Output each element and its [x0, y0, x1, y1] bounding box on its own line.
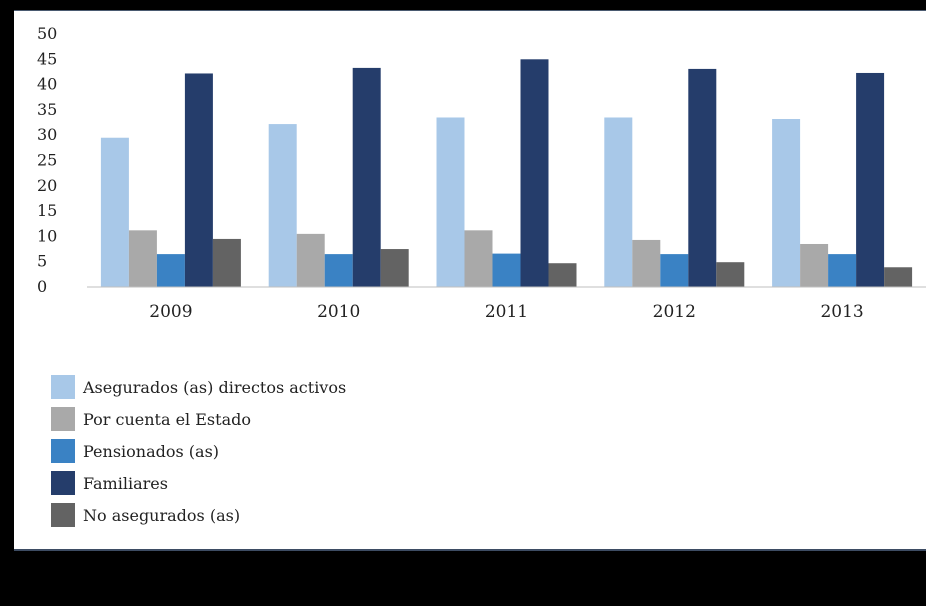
- legend-item: No asegurados (as): [51, 499, 346, 531]
- y-tick-label: 10: [37, 226, 57, 245]
- y-tick-label: 50: [37, 24, 57, 43]
- bar: [828, 254, 857, 287]
- legend-label: Por cuenta el Estado: [83, 409, 251, 429]
- y-tick-label: 35: [37, 100, 57, 119]
- bar: [156, 254, 185, 287]
- y-axis: 0 5 10 15 20 25 30 35 40 45 50: [37, 24, 57, 296]
- bar: [296, 233, 325, 287]
- legend-label: Asegurados (as) directos activos: [83, 377, 347, 397]
- bar: [772, 119, 801, 288]
- bar: [520, 59, 549, 287]
- legend: Asegurados (as) directos activos Por cuen…: [51, 371, 346, 531]
- bar: [604, 117, 633, 288]
- bar: [380, 249, 409, 287]
- bar: [884, 267, 913, 287]
- y-tick-label: 0: [37, 277, 47, 296]
- x-tick-label: 2010: [317, 302, 360, 322]
- bar: [856, 72, 885, 287]
- bar-chart: 0 5 10 15 20 25 30 35 40 45 50 2009 2010 2011 2012 201…: [37, 24, 926, 322]
- y-tick-label: 20: [37, 176, 57, 195]
- y-tick-label: 45: [37, 49, 57, 68]
- y-tick-label: 25: [37, 151, 57, 170]
- bar: [436, 117, 465, 288]
- legend-item: Por cuenta el Estado: [51, 403, 346, 435]
- bar: [800, 243, 829, 287]
- bar: [632, 239, 661, 287]
- bar: [660, 254, 689, 287]
- legend-swatch: [51, 407, 75, 431]
- bar: [688, 68, 717, 287]
- bar: [324, 254, 353, 287]
- x-tick-label: 2013: [820, 302, 863, 322]
- legend-swatch: [51, 439, 75, 463]
- legend-item: Familiares: [51, 467, 346, 499]
- bar: [716, 262, 745, 287]
- bar: [212, 238, 241, 287]
- bar: [184, 73, 213, 287]
- legend-swatch: [51, 471, 75, 495]
- chart-panel: 0 5 10 15 20 25 30 35 40 45 50 2009 2010 2011 2012 201…: [14, 10, 926, 551]
- x-tick-label: 2012: [653, 302, 696, 322]
- y-tick-label: 5: [37, 252, 47, 271]
- bar: [548, 263, 577, 287]
- legend-label: Pensionados (as): [83, 441, 220, 461]
- legend-label: No asegurados (as): [83, 505, 241, 525]
- legend-item: Asegurados (as) directos activos: [51, 371, 346, 403]
- bar: [464, 230, 493, 287]
- y-tick-label: 30: [37, 125, 57, 144]
- x-tick-label: 2011: [485, 302, 528, 322]
- bar: [128, 230, 157, 287]
- bars-group: [100, 59, 913, 288]
- legend-item: Pensionados (as): [51, 435, 346, 467]
- x-axis: 2009 2010 2011 2012 2013: [149, 302, 863, 322]
- bar: [492, 253, 521, 287]
- x-tick-label: 2009: [149, 302, 192, 322]
- legend-label: Familiares: [83, 473, 168, 493]
- bar: [352, 67, 381, 287]
- legend-swatch: [51, 375, 75, 399]
- bar: [268, 124, 297, 288]
- bar: [100, 137, 129, 287]
- y-tick-label: 40: [37, 75, 57, 94]
- y-tick-label: 15: [37, 201, 57, 220]
- legend-swatch: [51, 503, 75, 527]
